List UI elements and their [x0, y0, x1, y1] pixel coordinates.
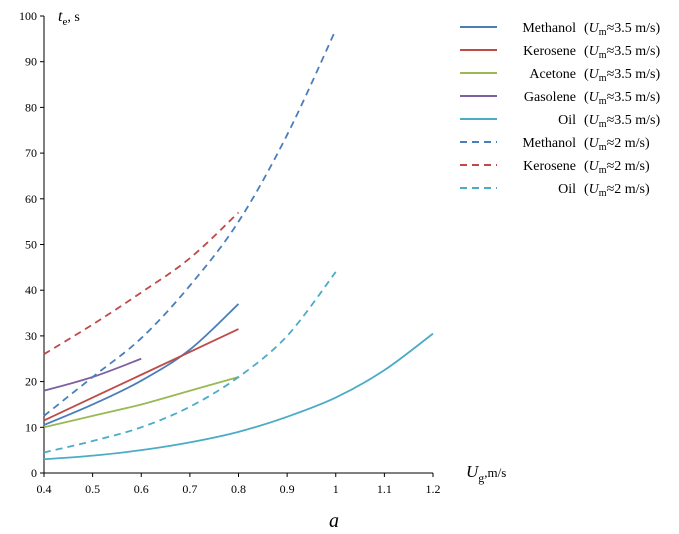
y-tick-label: 30	[25, 329, 37, 343]
legend-condition-symbol: U	[589, 159, 600, 174]
legend-condition-sub: m	[599, 165, 607, 176]
panel-label: a	[329, 510, 339, 532]
legend-condition-value: ≈2 m/s)	[607, 159, 650, 174]
legend-condition-symbol: U	[589, 113, 600, 128]
x-tick-label: 1.1	[377, 482, 392, 496]
series-lines	[43, 29, 434, 461]
legend-condition-open: (	[584, 21, 589, 36]
legend-condition: (Um≈2 m/s)	[584, 182, 650, 199]
legend-condition-open: (	[584, 159, 589, 174]
legend-condition-open: (	[584, 136, 589, 151]
y-axis-label: te, s	[58, 8, 80, 28]
legend: Methanol (Um≈3.5 m/s)Kerosene (Um≈3.5 m/s)…	[460, 21, 660, 199]
legend-condition-open: (	[584, 67, 589, 82]
legend-label: Acetone	[529, 67, 576, 82]
legend-condition-value: ≈3.5 m/s)	[607, 113, 661, 128]
series-line-oil-dashed	[43, 271, 337, 454]
y-tick-label: 0	[31, 466, 37, 480]
legend-condition-value: ≈2 m/s)	[607, 182, 650, 197]
legend-item-gasolene-solid: Gasolene (Um≈3.5 m/s)	[460, 90, 660, 107]
x-axis-label-symbol: U	[466, 462, 480, 481]
axes	[43, 16, 433, 474]
series-line-kerosene-solid	[43, 328, 239, 422]
legend-condition-value: ≈3.5 m/s)	[607, 90, 661, 105]
legend-label: Methanol	[522, 21, 576, 36]
x-axis-label: Ug,m/s	[466, 462, 506, 485]
x-ticks: 0.4 0.5 0.6 0.7 0.8 0.9 1 1.1 1.2	[37, 473, 441, 496]
legend-condition-open: (	[584, 44, 589, 59]
legend-label: Oil	[558, 113, 576, 128]
y-tick-label: 60	[25, 192, 37, 206]
y-tick-label: 90	[25, 55, 37, 69]
y-ticks: 0 10 20 30 40 50 60 70 80 90 100	[19, 9, 44, 480]
legend-label: Kerosene	[523, 159, 576, 174]
x-tick-label: 0.4	[37, 482, 52, 496]
legend-label: Oil	[558, 182, 576, 197]
x-tick-label: 1.2	[426, 482, 441, 496]
legend-label: Methanol	[522, 136, 576, 151]
y-tick-label: 10	[25, 420, 37, 434]
legend-condition-sub: m	[599, 142, 607, 153]
legend-condition-sub: m	[599, 188, 607, 199]
y-axis-label-sub: e	[62, 16, 67, 28]
legend-condition-sub: m	[599, 27, 607, 38]
legend-condition-open: (	[584, 113, 589, 128]
legend-condition-sub: m	[599, 73, 607, 84]
legend-condition-sub: m	[599, 119, 607, 130]
legend-condition: (Um≈3.5 m/s)	[584, 67, 660, 84]
legend-condition-open: (	[584, 182, 589, 197]
legend-item-oil-solid: Oil (Um≈3.5 m/s)	[460, 113, 660, 130]
legend-condition: (Um≈3.5 m/s)	[584, 44, 660, 61]
legend-condition-symbol: U	[589, 90, 600, 105]
y-tick-label: 100	[19, 9, 37, 23]
legend-label: Kerosene	[523, 44, 576, 59]
series-line-oil-solid	[43, 332, 434, 461]
legend-item-oil-dashed: Oil (Um≈2 m/s)	[460, 182, 650, 199]
legend-condition-value: ≈3.5 m/s)	[607, 44, 661, 59]
legend-condition-value: ≈2 m/s)	[607, 136, 650, 151]
x-tick-label: 0.9	[280, 482, 295, 496]
y-tick-label: 40	[25, 283, 37, 297]
legend-item-methanol-dashed: Methanol (Um≈2 m/s)	[460, 136, 650, 153]
x-tick-label: 1	[333, 482, 339, 496]
legend-item-methanol-solid: Methanol (Um≈3.5 m/s)	[460, 21, 660, 38]
series-line-acetone-solid	[43, 376, 239, 429]
series-line-methanol-solid	[43, 303, 240, 426]
legend-condition-symbol: U	[589, 21, 600, 36]
legend-condition-symbol: U	[589, 182, 600, 197]
legend-condition: (Um≈2 m/s)	[584, 136, 650, 153]
y-axis-label-symbol: t	[58, 8, 63, 25]
x-axis-label-sub: g	[478, 471, 484, 485]
legend-condition-open: (	[584, 90, 589, 105]
series-line-kerosene-dashed	[43, 211, 240, 355]
legend-condition: (Um≈3.5 m/s)	[584, 113, 660, 130]
y-tick-label: 50	[25, 238, 37, 252]
legend-condition: (Um≈3.5 m/s)	[584, 21, 660, 38]
legend-condition-sub: m	[599, 50, 607, 61]
y-tick-label: 70	[25, 146, 37, 160]
legend-condition-value: ≈3.5 m/s)	[607, 67, 661, 82]
legend-item-kerosene-dashed: Kerosene (Um≈2 m/s)	[460, 159, 650, 176]
y-tick-label: 80	[25, 100, 37, 114]
legend-item-acetone-solid: Acetone (Um≈3.5 m/s)	[460, 67, 660, 84]
series-line-methanol-dashed	[43, 29, 337, 417]
legend-condition-symbol: U	[589, 44, 600, 59]
legend-condition: (Um≈2 m/s)	[584, 159, 650, 176]
legend-condition: (Um≈3.5 m/s)	[584, 90, 660, 107]
x-tick-label: 0.7	[182, 482, 197, 496]
y-tick-label: 20	[25, 375, 37, 389]
legend-condition-sub: m	[599, 96, 607, 107]
x-tick-label: 0.5	[85, 482, 100, 496]
legend-label: Gasolene	[524, 90, 576, 105]
legend-condition-symbol: U	[589, 136, 600, 151]
x-tick-label: 0.6	[134, 482, 149, 496]
legend-condition-symbol: U	[589, 67, 600, 82]
y-axis-label-unit: , s	[67, 10, 79, 25]
legend-condition-value: ≈3.5 m/s)	[607, 21, 661, 36]
x-axis-label-unit: ,m/s	[484, 465, 506, 480]
legend-item-kerosene-solid: Kerosene (Um≈3.5 m/s)	[460, 44, 660, 61]
series-line-gasolene-solid	[43, 357, 142, 392]
x-tick-label: 0.8	[231, 482, 246, 496]
